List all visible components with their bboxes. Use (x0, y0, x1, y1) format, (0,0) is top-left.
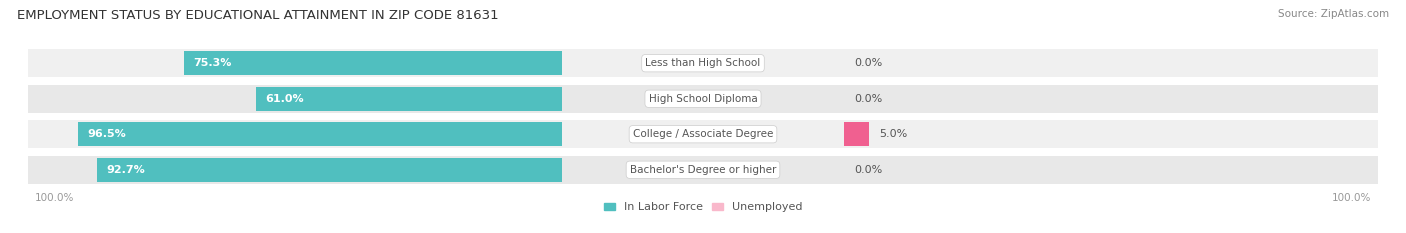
Text: 100.0%: 100.0% (1331, 193, 1371, 203)
Bar (256, 87, 561, 111)
Text: High School Diploma: High School Diploma (648, 94, 758, 104)
Bar (28, 156, 1378, 184)
Text: 75.3%: 75.3% (194, 58, 232, 68)
Text: 0.0%: 0.0% (853, 165, 883, 175)
Text: 0.0%: 0.0% (853, 94, 883, 104)
Bar (77, 122, 561, 146)
Legend: In Labor Force, Unemployed: In Labor Force, Unemployed (603, 202, 803, 212)
Text: 100.0%: 100.0% (35, 193, 75, 203)
Text: 61.0%: 61.0% (266, 94, 304, 104)
Bar (184, 51, 561, 75)
Text: 96.5%: 96.5% (87, 129, 127, 139)
Text: 92.7%: 92.7% (107, 165, 145, 175)
Text: Bachelor's Degree or higher: Bachelor's Degree or higher (630, 165, 776, 175)
Text: Less than High School: Less than High School (645, 58, 761, 68)
Text: 5.0%: 5.0% (879, 129, 907, 139)
Text: Source: ZipAtlas.com: Source: ZipAtlas.com (1278, 9, 1389, 19)
Text: 0.0%: 0.0% (853, 58, 883, 68)
Text: College / Associate Degree: College / Associate Degree (633, 129, 773, 139)
Bar (28, 85, 1378, 113)
Bar (28, 120, 1378, 148)
Bar (97, 158, 561, 182)
Text: EMPLOYMENT STATUS BY EDUCATIONAL ATTAINMENT IN ZIP CODE 81631: EMPLOYMENT STATUS BY EDUCATIONAL ATTAINM… (17, 9, 499, 22)
Bar (28, 49, 1378, 77)
Bar (845, 122, 869, 146)
